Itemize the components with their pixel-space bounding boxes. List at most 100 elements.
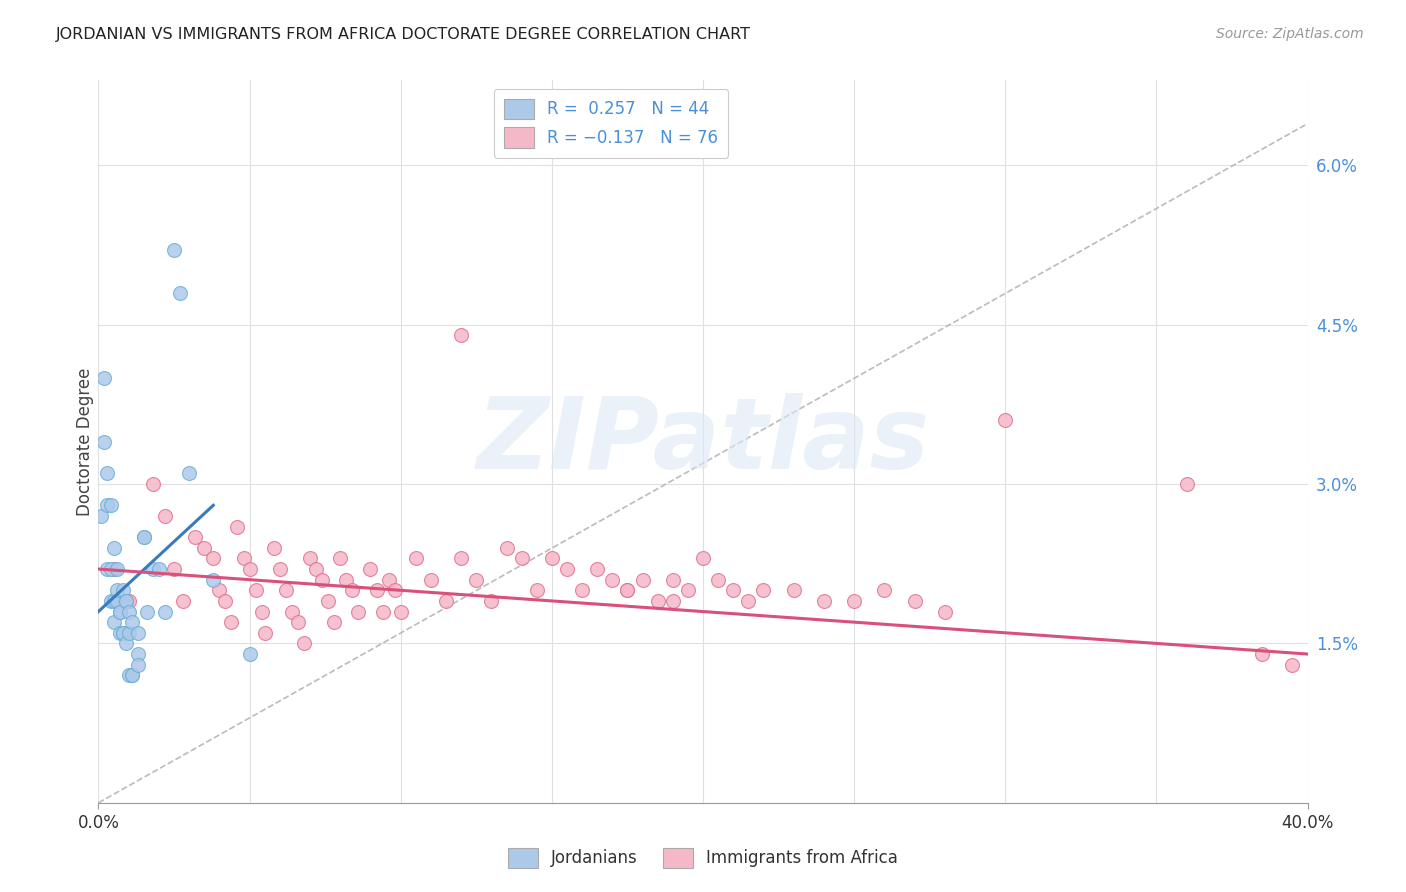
Text: JORDANIAN VS IMMIGRANTS FROM AFRICA DOCTORATE DEGREE CORRELATION CHART: JORDANIAN VS IMMIGRANTS FROM AFRICA DOCT… [56,27,751,42]
Point [420,573,443,587]
Point [481,594,503,608]
Y-axis label: Doctorate Degree: Doctorate Degree [76,368,94,516]
Point [214,594,236,608]
Point [377,573,399,587]
Point [281,605,304,619]
Point [103,594,125,608]
Point [121,668,143,682]
Point [405,551,427,566]
Point [108,625,131,640]
Point [169,285,191,300]
Point [208,583,231,598]
Point [142,562,165,576]
Point [103,562,125,576]
Point [121,615,143,630]
Point [707,573,730,587]
Point [250,605,273,619]
Point [103,615,125,630]
Point [347,605,370,619]
Point [118,594,141,608]
Point [813,594,835,608]
Point [305,562,328,576]
Point [602,573,624,587]
Point [389,605,412,619]
Point [495,541,517,555]
Point [100,498,122,512]
Point [127,647,149,661]
Point [661,594,683,608]
Point [114,594,136,608]
Point [450,328,472,343]
Point [245,583,267,598]
Point [316,594,339,608]
Point [108,605,131,619]
Point [105,594,128,608]
Point [232,551,254,566]
Point [335,573,357,587]
Point [540,551,562,566]
Point [132,530,155,544]
Point [873,583,896,598]
Point [100,562,122,576]
Legend: Jordanians, Immigrants from Africa: Jordanians, Immigrants from Africa [501,841,905,875]
Point [132,530,155,544]
Point [153,605,176,619]
Point [723,583,745,598]
Text: Source: ZipAtlas.com: Source: ZipAtlas.com [1216,27,1364,41]
Point [737,594,759,608]
Point [135,605,157,619]
Point [434,594,457,608]
Point [163,244,186,258]
Point [934,605,956,619]
Point [571,583,593,598]
Point [450,551,472,566]
Point [202,573,225,587]
Point [384,583,406,598]
Point [114,636,136,650]
Point [118,668,141,682]
Point [465,573,488,587]
Point [96,498,118,512]
Point [1175,477,1198,491]
Point [616,583,638,598]
Point [118,605,141,619]
Point [202,551,225,566]
Point [96,467,118,481]
Point [360,562,382,576]
Point [127,657,149,672]
Point [263,541,285,555]
Point [555,562,578,576]
Point [292,636,315,650]
Point [253,625,276,640]
Point [299,551,322,566]
Point [269,562,291,576]
Point [616,583,638,598]
Point [118,625,141,640]
Point [148,562,170,576]
Point [172,594,194,608]
Point [184,530,207,544]
Point [105,562,128,576]
Text: ZIPatlas: ZIPatlas [477,393,929,490]
Point [661,573,683,587]
Point [366,583,388,598]
Legend: R =  0.257   N = 44, R = −0.137   N = 76: R = 0.257 N = 44, R = −0.137 N = 76 [494,88,728,158]
Point [153,508,176,523]
Point [179,467,201,481]
Point [311,573,333,587]
Point [323,615,346,630]
Point [111,583,134,598]
Point [342,583,364,598]
Point [1281,657,1303,672]
Point [193,541,215,555]
Point [239,647,262,661]
Point [647,594,669,608]
Point [329,551,352,566]
Point [108,605,131,619]
Point [93,371,115,385]
Point [111,625,134,640]
Point [142,477,165,491]
Point [676,583,699,598]
Point [96,562,118,576]
Point [163,562,186,576]
